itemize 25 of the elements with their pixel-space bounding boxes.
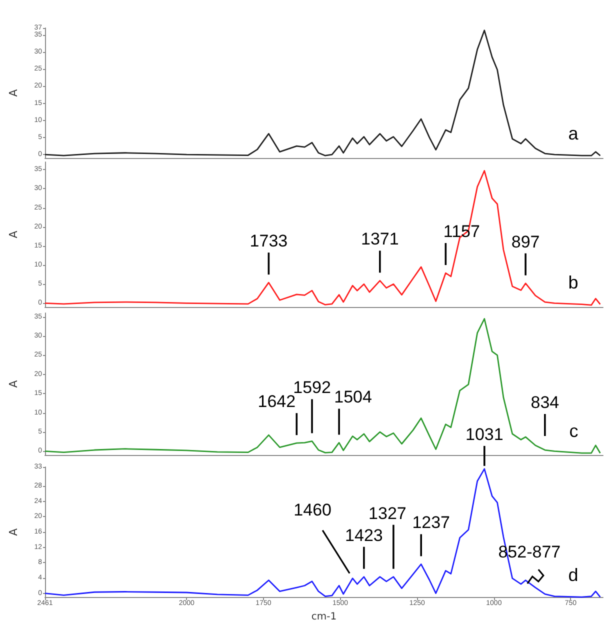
y-axis-title: A xyxy=(7,230,20,238)
annotation: 1327 xyxy=(368,504,406,523)
annotation: 1592 xyxy=(293,378,331,398)
line-series xyxy=(44,30,601,156)
line-series xyxy=(44,170,601,306)
y-axis-title: A xyxy=(7,380,20,388)
annotation: 1504 xyxy=(334,388,372,407)
series-label: b xyxy=(568,272,578,292)
y-axis-title: A xyxy=(7,88,20,97)
annotation: 1371 xyxy=(361,230,399,249)
annotation: 1460 xyxy=(294,500,332,520)
series-label: d xyxy=(568,565,578,586)
annotation: 1031 xyxy=(465,424,504,444)
annotation: 1237 xyxy=(412,513,450,532)
y-axis-title: A xyxy=(7,528,20,536)
line-series xyxy=(44,318,601,454)
series-label: a xyxy=(568,124,580,144)
annotation: 1423 xyxy=(345,526,383,545)
annotation: 1733 xyxy=(250,232,288,251)
line-series xyxy=(44,468,601,598)
annotation: 834 xyxy=(530,393,560,412)
series-label: c xyxy=(569,421,578,442)
annotation: 897 xyxy=(511,232,540,252)
x-axis-title: cm-1 xyxy=(311,612,337,622)
annotation: 1642 xyxy=(258,392,296,412)
